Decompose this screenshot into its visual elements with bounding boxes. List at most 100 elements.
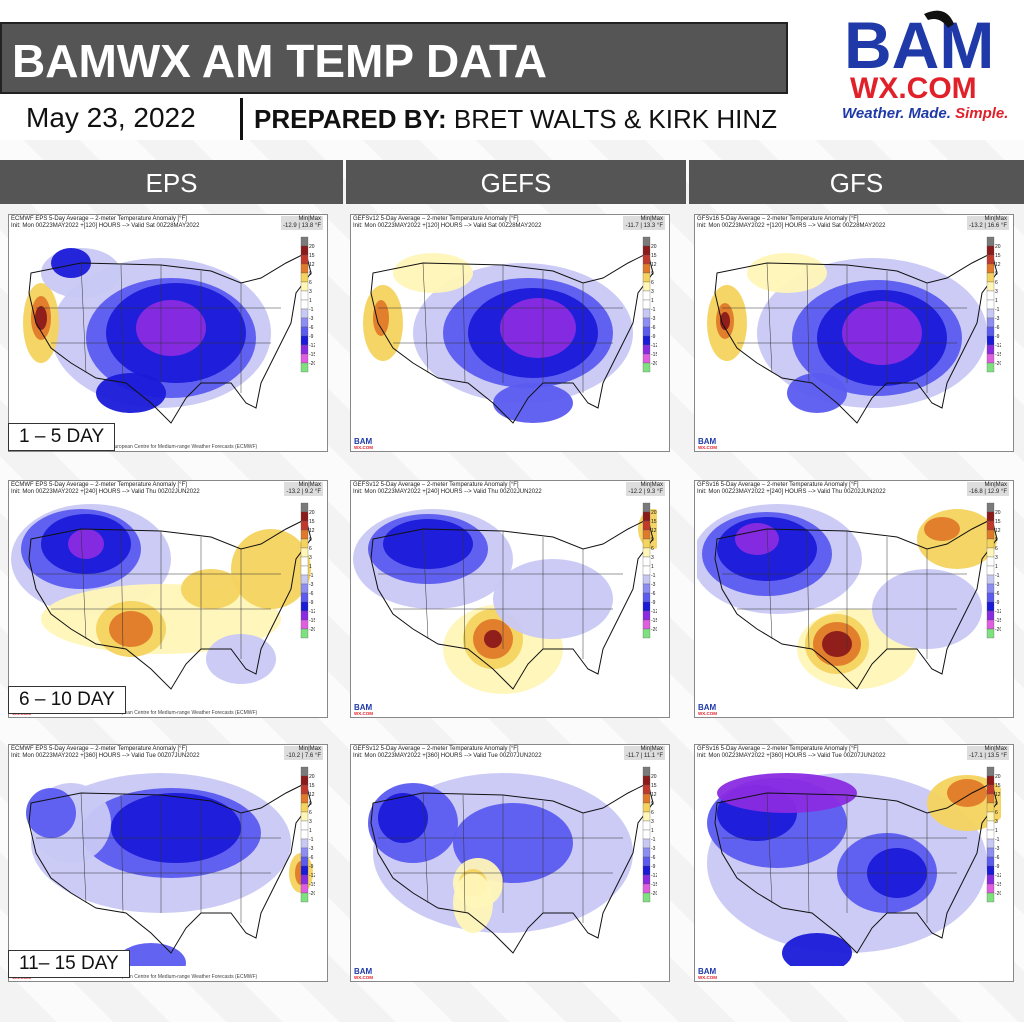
colorbar-tick-label: 15 xyxy=(309,253,315,259)
mini-logo-middle: WX.COM xyxy=(698,445,717,450)
colorbar-swatch xyxy=(642,847,651,858)
colorbar-swatch xyxy=(300,547,309,558)
colorbar-tick-label: 20 xyxy=(651,244,657,250)
colorbar-tick-label: 6 xyxy=(309,546,312,552)
colorbar-swatch xyxy=(642,272,651,283)
colorbar-tick-label: 1 xyxy=(995,828,998,834)
panel-minmax: Min|Max -11.7 | 13.3 °F xyxy=(623,216,665,230)
colorbar-tick-label: -3 xyxy=(995,316,1000,322)
colorbar-tick-label: -3 xyxy=(309,316,314,322)
colorbar-tick-label: -20 xyxy=(651,891,657,897)
colorbar-swatch xyxy=(986,775,995,786)
colorbar-tick-label: 20 xyxy=(995,774,1001,780)
anomaly-map: 20 15 12 9 6 3 1 -1 -3 -6 -9 -12 -15 -20 xyxy=(697,763,1001,966)
state-boundary xyxy=(422,792,429,904)
colorbar-tick-label: 9 xyxy=(309,537,312,543)
anomaly-region-warm-strong xyxy=(109,611,153,647)
colorbar-tick-label: -9 xyxy=(651,864,656,870)
mini-logo-top: BAM xyxy=(698,703,717,712)
colorbar-swatch xyxy=(300,601,309,612)
mini-bamwx-logo: BAMWX.COM xyxy=(698,703,717,716)
colorbar-swatch xyxy=(642,502,651,513)
panel-minmax-value: -10.2 | 7.6 °F xyxy=(286,753,321,759)
mini-logo-middle: WX.COM xyxy=(354,711,373,716)
colorbar-swatch xyxy=(986,793,995,804)
colorbar-tick-label: -3 xyxy=(309,582,314,588)
colorbar-tick-label: -15 xyxy=(309,352,315,358)
title-bar: BAMWX AM TEMP DATA xyxy=(0,22,788,94)
bamwx-logo[interactable]: BAM WX.COM Weather. Made. Simple. xyxy=(836,6,1016,124)
colorbar-tick-label: 1 xyxy=(651,564,654,570)
colorbar-swatch xyxy=(642,317,651,328)
colorbar-swatch xyxy=(642,820,651,831)
anomaly-region-cold-strong xyxy=(383,519,473,569)
colorbar-tick-label: -12 xyxy=(995,609,1001,615)
colorbar-swatch xyxy=(986,847,995,858)
colorbar-swatch xyxy=(642,793,651,804)
colorbar-swatch xyxy=(986,281,995,292)
state-boundary xyxy=(462,264,466,384)
colorbar-tick-label: -3 xyxy=(651,316,656,322)
mini-logo-top: BAM xyxy=(354,437,373,446)
colorbar-swatch xyxy=(986,811,995,822)
colorbar-swatch xyxy=(300,272,309,283)
colorbar-swatch xyxy=(642,547,651,558)
mini-logo-middle: WX.COM xyxy=(698,711,717,716)
colorbar-swatch xyxy=(642,529,651,540)
colorbar-swatch xyxy=(300,793,309,804)
colorbar-swatch xyxy=(986,883,995,894)
mini-logo-middle: WX.COM xyxy=(698,975,717,980)
colorbar-swatch xyxy=(986,520,995,531)
colorbar-swatch xyxy=(986,583,995,594)
colorbar-swatch xyxy=(642,245,651,256)
colorbar-tick-label: 12 xyxy=(995,792,1001,798)
colorbar-tick-label: -1 xyxy=(651,837,656,843)
colorbar-tick-label: -1 xyxy=(995,837,1000,843)
colorbar-tick-label: -1 xyxy=(651,573,656,579)
colorbar-tick-label: -6 xyxy=(309,325,314,331)
mini-bamwx-logo: BAMWX.COM xyxy=(698,437,717,450)
anomaly-region-cold-purple xyxy=(136,300,206,356)
colorbar-tick-label: 3 xyxy=(309,819,312,825)
anomaly-region-cold-mid xyxy=(116,943,186,966)
row-label-6-10-day: 6 – 10 DAY xyxy=(8,686,126,714)
colorbar-swatch xyxy=(986,610,995,621)
panel-footer: This service is based on data European C… xyxy=(45,974,258,980)
anomaly-map: 20 15 12 9 6 3 1 -1 -3 -6 -9 -12 -15 -20 xyxy=(11,233,315,436)
header-divider xyxy=(240,98,243,140)
colorbar-tick-label: 1 xyxy=(309,298,312,304)
panel-minmax: Min|Max -16.8 | 12.9 °F xyxy=(967,482,1009,496)
colorbar-tick-label: -12 xyxy=(995,873,1001,879)
colorbar-tick-label: 15 xyxy=(995,253,1001,259)
colorbar-swatch xyxy=(300,245,309,256)
colorbar-swatch xyxy=(986,511,995,522)
us-outline xyxy=(714,252,998,424)
anomaly-region-cold-strong xyxy=(782,933,852,966)
prepared-label: PREPARED BY: xyxy=(254,104,447,134)
colorbar-tick-label: 20 xyxy=(309,244,315,250)
colorbar-tick-label: 3 xyxy=(309,555,312,561)
colorbar-swatch xyxy=(300,565,309,576)
colorbar-swatch xyxy=(300,829,309,840)
colorbar-swatch xyxy=(642,520,651,531)
logo-middle-text: WX.COM xyxy=(850,72,977,105)
anomaly-region-cold-mid xyxy=(493,383,573,423)
colorbar-tick-label: 12 xyxy=(995,262,1001,268)
colorbar-swatch xyxy=(642,583,651,594)
colorbar-swatch xyxy=(986,290,995,301)
anomaly-map: 20 15 12 9 6 3 1 -1 -3 -6 -9 -12 -15 -20 xyxy=(353,233,657,436)
colorbar-tick-label: -3 xyxy=(651,582,656,588)
state-boundary xyxy=(120,264,124,384)
colorbar-swatch xyxy=(986,601,995,612)
panel-minmax: Min|Max -12.9 | 13.8 °F xyxy=(281,216,323,230)
colorbar-tick-label: -20 xyxy=(995,627,1001,633)
colorbar-swatch xyxy=(642,784,651,795)
colorbar-swatch xyxy=(642,619,651,630)
anomaly-map: 20 15 12 9 6 3 1 -1 -3 -6 -9 -12 -15 -20 xyxy=(697,499,1001,702)
colorbar-tick-label: -3 xyxy=(309,846,314,852)
colorbar-swatch xyxy=(986,502,995,513)
colorbar-tick-label: -3 xyxy=(995,582,1000,588)
mini-logo-top: BAM xyxy=(354,967,373,976)
colorbar-swatch xyxy=(986,299,995,310)
colorbar-swatch xyxy=(986,556,995,567)
